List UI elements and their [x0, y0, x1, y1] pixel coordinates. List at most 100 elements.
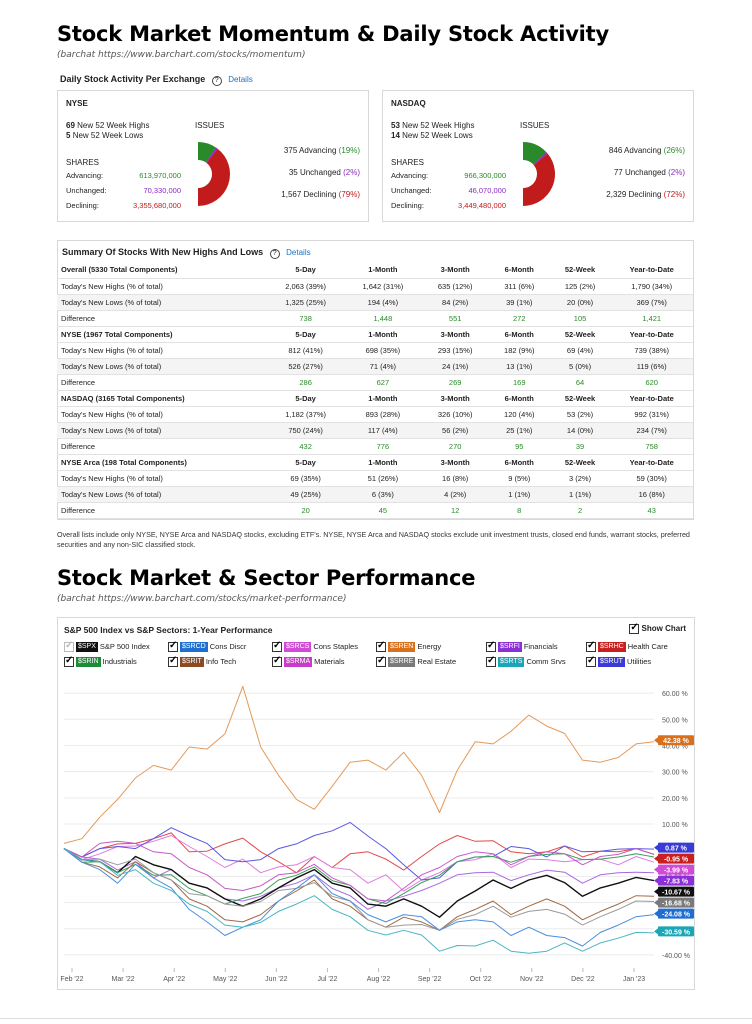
table-row: Today's New Highs (% of total) 1,182 (37%… — [57, 406, 693, 423]
table-cell: 5 (0%) — [549, 358, 611, 375]
checkbox-icon[interactable] — [168, 655, 178, 668]
momentum-heading: Stock Market Momentum & Daily Stock Acti… — [57, 22, 610, 46]
table-cell: 194 (4%) — [344, 294, 422, 311]
summary-details-link[interactable]: Details — [286, 248, 311, 257]
shares-unchanged: Unchanged: 46,070,000 — [391, 186, 506, 195]
unchanged-label: Unchanged: — [391, 186, 432, 195]
donut-declining-slice — [198, 148, 230, 206]
help-icon[interactable]: ? — [211, 76, 222, 86]
checkbox-icon[interactable] — [64, 640, 74, 653]
series-end-label: -10.67 % — [654, 886, 694, 897]
column-header: 6-Month — [488, 326, 550, 343]
table-cell: 627 — [344, 374, 422, 391]
checkbox-icon[interactable] — [376, 655, 386, 668]
legend-symbol: $SREN — [388, 642, 416, 653]
decl-issues-pct: (72%) — [663, 190, 685, 199]
svg-text:-7.83 %: -7.83 % — [664, 879, 689, 886]
checkbox-icon[interactable] — [629, 622, 640, 634]
series-end-label: -24.08 % — [654, 908, 694, 919]
issues-donut — [523, 142, 555, 206]
series-line — [63, 848, 655, 918]
column-header: 5-Day — [267, 326, 345, 343]
decl-issues-pct: (79%) — [338, 190, 360, 199]
checkbox-icon[interactable] — [272, 655, 282, 668]
checkbox-icon[interactable] — [376, 640, 386, 653]
lows-label: New 52 Week Lows — [402, 131, 473, 140]
table-cell: 120 (4%) — [488, 406, 550, 423]
table-cell: 69 (4%) — [549, 342, 611, 359]
row-label: Today's New Lows (% of total) — [57, 422, 267, 439]
checkbox-icon[interactable] — [586, 640, 596, 653]
table-cell: 369 (7%) — [610, 294, 693, 311]
table-cell: 56 (2%) — [421, 422, 489, 439]
svg-text:-24.08 %: -24.08 % — [662, 912, 691, 919]
table-cell: 551 — [421, 310, 489, 327]
legend-name: Industrials — [102, 657, 137, 666]
new-highs: 69 New 52 Week Highs — [66, 121, 149, 130]
exchange-name: NYSE — [66, 99, 88, 108]
table-row: Today's New Lows (% of total) 1,325 (25%)… — [57, 294, 693, 311]
column-header: 52-Week — [549, 390, 611, 407]
series-line — [63, 832, 655, 874]
table-cell: 64 — [549, 374, 611, 391]
legend-name: Financials — [523, 642, 558, 651]
legend-name: S&P 500 Index — [99, 642, 150, 651]
issues-label: ISSUES — [195, 121, 225, 130]
decl-issues-text: 1,567 Declining — [281, 190, 337, 199]
unchanged-shares: 46,070,000 — [468, 186, 506, 195]
x-tick-label: Sep '22 — [418, 976, 442, 983]
table-cell: 286 — [267, 374, 345, 391]
series-end-label: 42.38 % — [654, 735, 694, 746]
table-row: Today's New Highs (% of total) 2,063 (39%… — [57, 278, 693, 295]
checkbox-icon[interactable] — [486, 655, 496, 668]
x-tick-label: Jul '22 — [317, 976, 337, 983]
table-cell: 893 (28%) — [344, 406, 422, 423]
show-chart-toggle[interactable]: Show Chart — [629, 622, 686, 634]
legend-name: Comm Srvs — [526, 657, 566, 666]
table-cell: 84 (2%) — [421, 294, 489, 311]
donut-unchanged-slice — [533, 152, 548, 166]
issues-unchanged: 35 Unchanged (2%) — [289, 168, 360, 177]
checkbox-icon[interactable] — [586, 655, 596, 668]
table-cell: 311 (6%) — [488, 278, 550, 295]
unchanged-label: Unchanged: — [66, 186, 107, 195]
checkbox-icon[interactable] — [272, 640, 282, 653]
checkbox-icon[interactable] — [486, 640, 496, 653]
legend-symbol: $SRTS — [498, 657, 525, 668]
series-end-label: -3.99 % — [654, 864, 694, 875]
legend-symbol: $SRIT — [180, 657, 204, 668]
nasdaq-panel: NASDAQ 53 New 52 Week Highs 14 New 52 We… — [382, 90, 694, 222]
y-tick-label: 10.00 % — [662, 822, 688, 829]
legend-symbol: $SRCS — [284, 642, 312, 653]
activity-details-link[interactable]: Details — [228, 75, 253, 84]
performance-heading: Stock Market & Sector Performance — [57, 566, 476, 590]
legend-symbol: $SRMA — [284, 657, 313, 668]
svg-text:-3.99 %: -3.99 % — [664, 868, 689, 875]
unch-issues-text: 35 Unchanged — [288, 168, 341, 177]
table-cell: 16 (8%) — [421, 470, 489, 487]
svg-text:-10.67 %: -10.67 % — [662, 890, 691, 897]
checkbox-icon[interactable] — [64, 655, 74, 668]
table-cell: 1,325 (25%) — [267, 294, 345, 311]
checkbox-icon[interactable] — [168, 640, 178, 653]
group-title: NYSE Arca (198 Total Components) — [57, 454, 267, 471]
table-row: Difference 286 627 269 169 64 620 — [57, 374, 693, 391]
table-cell: 4 (2%) — [421, 486, 489, 503]
row-label: Difference — [57, 502, 267, 519]
help-icon[interactable]: ? — [269, 249, 280, 259]
issues-donut — [198, 142, 230, 206]
series-line — [63, 821, 655, 881]
issues-unchanged: 77 Unchanged (2%) — [614, 168, 685, 177]
